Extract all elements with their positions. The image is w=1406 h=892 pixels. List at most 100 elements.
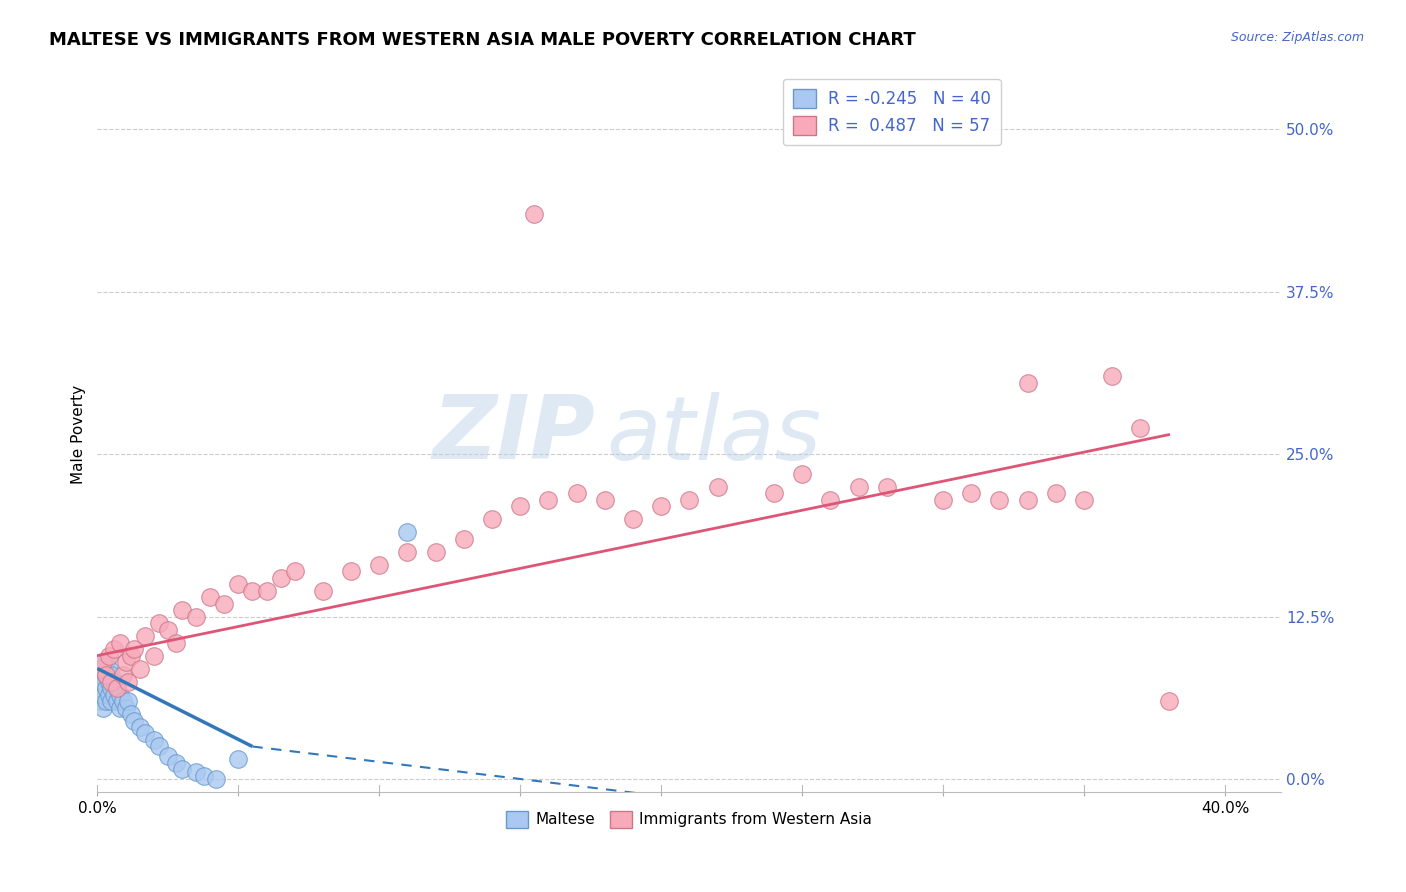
- Point: [117, 674, 139, 689]
- Point: [1017, 376, 1039, 390]
- Point: [226, 577, 249, 591]
- Point: [94, 681, 117, 695]
- Point: [170, 762, 193, 776]
- Point: [94, 668, 117, 682]
- Point: [148, 739, 170, 754]
- Point: [105, 694, 128, 708]
- Point: [537, 492, 560, 507]
- Point: [184, 609, 207, 624]
- Point: [105, 681, 128, 695]
- Point: [114, 700, 136, 714]
- Point: [193, 769, 215, 783]
- Point: [523, 207, 546, 221]
- Point: [128, 720, 150, 734]
- Point: [134, 629, 156, 643]
- Point: [105, 681, 128, 695]
- Point: [706, 480, 728, 494]
- Point: [91, 688, 114, 702]
- Point: [848, 480, 870, 494]
- Point: [103, 642, 125, 657]
- Point: [621, 512, 644, 526]
- Legend: Maltese, Immigrants from Western Asia: Maltese, Immigrants from Western Asia: [501, 805, 879, 834]
- Point: [565, 486, 588, 500]
- Point: [97, 661, 120, 675]
- Point: [170, 603, 193, 617]
- Point: [212, 597, 235, 611]
- Point: [89, 694, 111, 708]
- Text: Source: ZipAtlas.com: Source: ZipAtlas.com: [1230, 31, 1364, 45]
- Point: [650, 499, 672, 513]
- Point: [453, 532, 475, 546]
- Point: [120, 648, 142, 663]
- Point: [481, 512, 503, 526]
- Point: [117, 694, 139, 708]
- Point: [165, 635, 187, 649]
- Point: [108, 688, 131, 702]
- Point: [1101, 369, 1123, 384]
- Point: [94, 668, 117, 682]
- Point: [100, 681, 122, 695]
- Point: [108, 635, 131, 649]
- Point: [100, 694, 122, 708]
- Point: [960, 486, 983, 500]
- Point: [1129, 421, 1152, 435]
- Point: [425, 544, 447, 558]
- Point: [91, 674, 114, 689]
- Point: [396, 544, 419, 558]
- Point: [103, 674, 125, 689]
- Point: [165, 756, 187, 771]
- Point: [226, 752, 249, 766]
- Point: [368, 558, 391, 572]
- Point: [678, 492, 700, 507]
- Point: [932, 492, 955, 507]
- Point: [122, 714, 145, 728]
- Point: [94, 655, 117, 669]
- Point: [156, 748, 179, 763]
- Point: [1045, 486, 1067, 500]
- Point: [270, 571, 292, 585]
- Point: [97, 648, 120, 663]
- Text: atlas: atlas: [606, 392, 821, 478]
- Point: [91, 700, 114, 714]
- Point: [111, 694, 134, 708]
- Point: [1157, 694, 1180, 708]
- Point: [340, 564, 363, 578]
- Point: [94, 694, 117, 708]
- Point: [122, 642, 145, 657]
- Point: [142, 648, 165, 663]
- Point: [97, 688, 120, 702]
- Point: [988, 492, 1011, 507]
- Point: [111, 668, 134, 682]
- Point: [89, 661, 111, 675]
- Point: [148, 616, 170, 631]
- Text: MALTESE VS IMMIGRANTS FROM WESTERN ASIA MALE POVERTY CORRELATION CHART: MALTESE VS IMMIGRANTS FROM WESTERN ASIA …: [49, 31, 915, 49]
- Point: [142, 733, 165, 747]
- Point: [593, 492, 616, 507]
- Text: ZIP: ZIP: [432, 392, 595, 478]
- Point: [204, 772, 226, 786]
- Point: [100, 674, 122, 689]
- Point: [89, 681, 111, 695]
- Point: [100, 668, 122, 682]
- Point: [103, 688, 125, 702]
- Point: [108, 700, 131, 714]
- Point: [89, 668, 111, 682]
- Point: [284, 564, 307, 578]
- Point: [120, 706, 142, 721]
- Point: [242, 583, 264, 598]
- Point: [396, 525, 419, 540]
- Point: [114, 655, 136, 669]
- Point: [91, 655, 114, 669]
- Point: [876, 480, 898, 494]
- Point: [97, 674, 120, 689]
- Point: [91, 661, 114, 675]
- Point: [184, 765, 207, 780]
- Point: [256, 583, 278, 598]
- Point: [198, 590, 221, 604]
- Y-axis label: Male Poverty: Male Poverty: [72, 385, 86, 484]
- Point: [312, 583, 335, 598]
- Point: [134, 726, 156, 740]
- Point: [509, 499, 531, 513]
- Point: [1073, 492, 1095, 507]
- Point: [762, 486, 785, 500]
